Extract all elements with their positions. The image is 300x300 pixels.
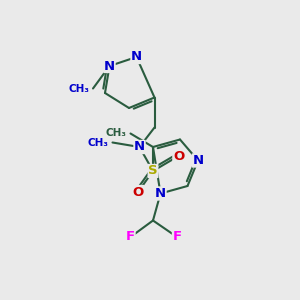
Text: N: N — [155, 187, 166, 200]
Text: CH₃: CH₃ — [106, 128, 127, 139]
Text: O: O — [173, 149, 184, 163]
Text: CH₃: CH₃ — [68, 83, 89, 94]
Text: F: F — [126, 230, 135, 244]
Text: F: F — [172, 230, 182, 244]
Text: N: N — [104, 59, 115, 73]
Text: S: S — [148, 164, 158, 178]
Text: N: N — [134, 140, 145, 154]
Text: O: O — [132, 185, 144, 199]
Text: N: N — [131, 50, 142, 64]
Text: CH₃: CH₃ — [88, 137, 109, 148]
Text: N: N — [192, 154, 204, 167]
